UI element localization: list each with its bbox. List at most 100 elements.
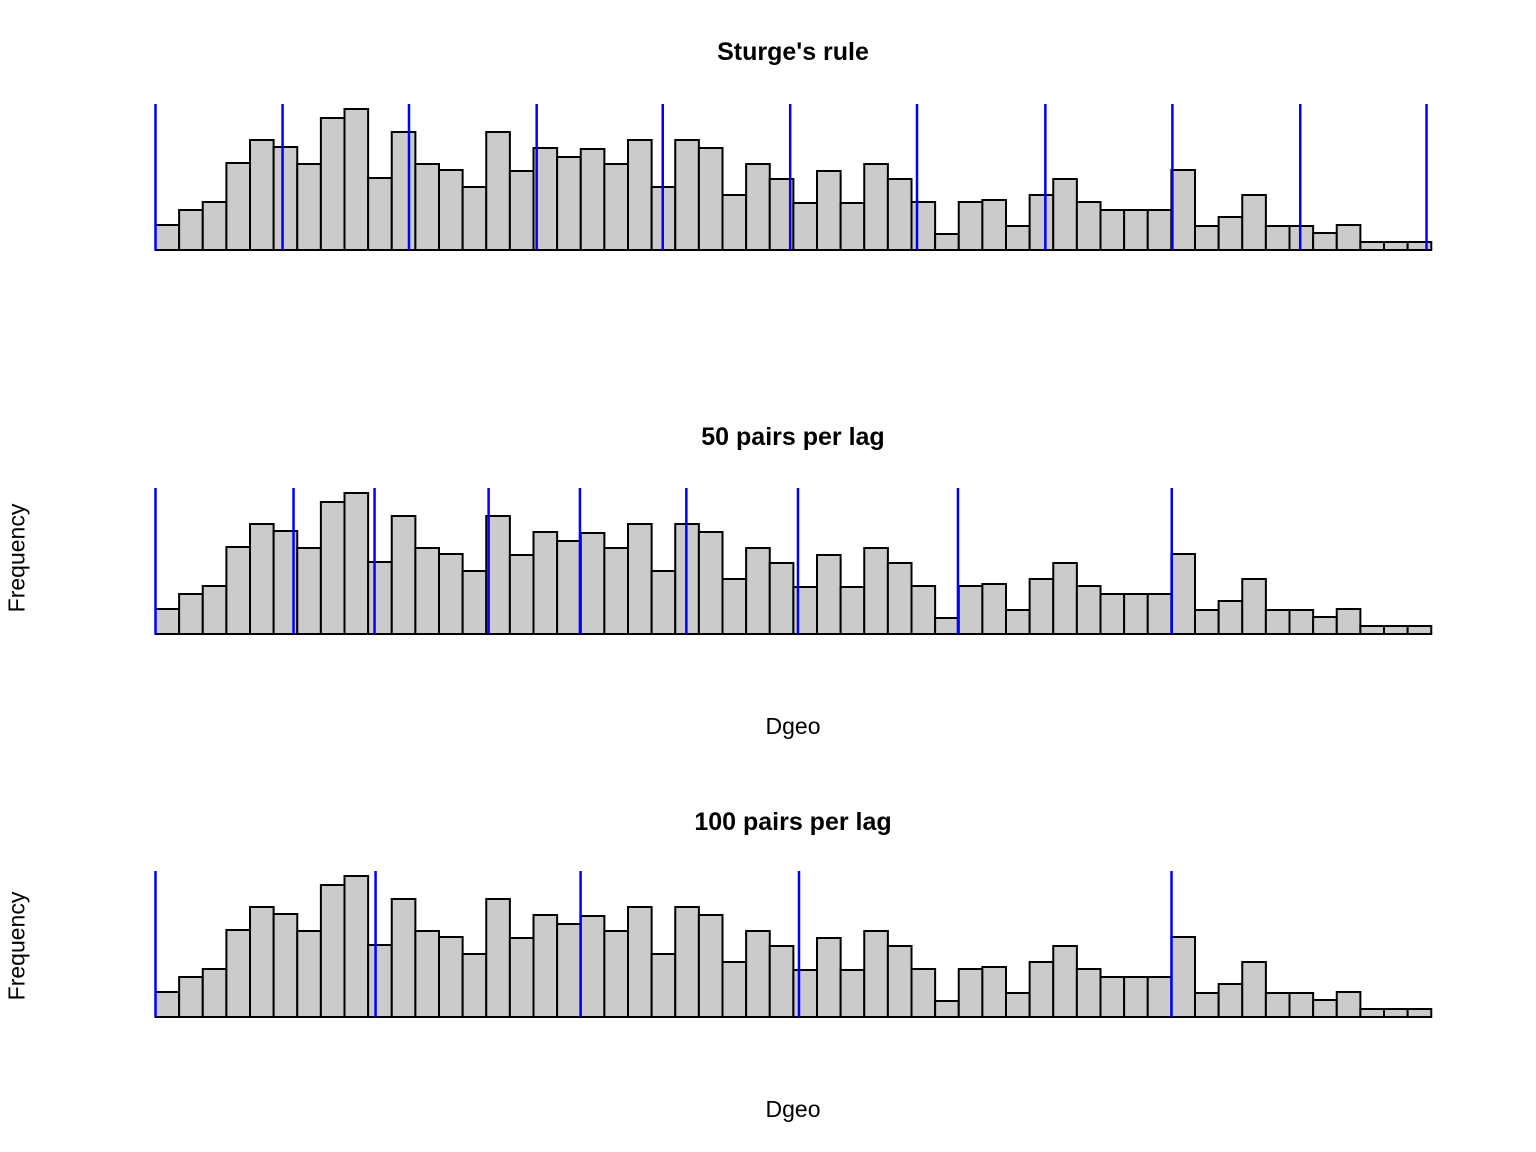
histogram-bar xyxy=(1052,945,1078,1018)
histogram-bar xyxy=(556,156,582,251)
histogram-bar xyxy=(532,914,559,1018)
histogram-bar xyxy=(1241,194,1267,251)
histogram-bar xyxy=(438,553,464,635)
histogram-bar xyxy=(910,968,937,1018)
histogram-bar xyxy=(1052,178,1078,251)
histogram-bar xyxy=(603,930,630,1018)
histogram-bar xyxy=(225,929,252,1018)
histogram-bar xyxy=(957,968,984,1018)
histogram-bar xyxy=(1028,578,1055,635)
histogram-bar xyxy=(1123,209,1149,251)
histogram-bar xyxy=(390,898,417,1018)
histogram-bar xyxy=(319,117,346,251)
histogram-bar xyxy=(910,585,937,635)
histogram-bar xyxy=(1264,225,1291,251)
histogram-bar xyxy=(1194,225,1220,251)
histogram-bar xyxy=(1217,983,1244,1018)
histogram-bar xyxy=(650,953,677,1018)
histogram-bar xyxy=(579,915,606,1018)
histogram-bar xyxy=(461,570,488,635)
histogram-bar xyxy=(154,991,181,1018)
histogram-bar xyxy=(1123,976,1149,1018)
histogram-bar xyxy=(272,913,299,1018)
histogram-bar xyxy=(1312,232,1338,251)
histogram-bar xyxy=(1170,169,1197,251)
histogram-bar xyxy=(603,163,630,251)
histogram-bar xyxy=(414,547,441,635)
histogram-bar xyxy=(367,944,393,1018)
histogram-bar xyxy=(1264,992,1291,1018)
histogram-bar xyxy=(1312,616,1338,635)
histogram-bar xyxy=(1217,216,1244,251)
histogram-bar xyxy=(745,163,771,251)
histogram-bar xyxy=(1383,1008,1409,1018)
histogram-bar xyxy=(1005,992,1031,1018)
histogram-bar xyxy=(178,593,204,635)
histogram-bar xyxy=(201,585,228,635)
histogram-bar xyxy=(343,875,370,1018)
histogram-bar xyxy=(934,617,960,635)
histogram-bar xyxy=(650,570,677,635)
histogram-bar xyxy=(816,554,842,635)
histogram-bar xyxy=(1217,600,1244,635)
histogram-bar xyxy=(1359,241,1386,251)
histogram-bar xyxy=(1028,194,1055,251)
histogram-bar xyxy=(816,170,842,251)
panel-1-title: Sturge's rule xyxy=(717,38,869,66)
histogram-bar xyxy=(697,531,724,635)
panel-3-y-axis-label: Frequency xyxy=(3,891,30,1001)
histogram-bar xyxy=(910,201,937,251)
histogram-bar xyxy=(674,139,700,251)
histogram-bar xyxy=(343,492,370,635)
histogram-bar xyxy=(201,968,228,1018)
histogram-bar xyxy=(1335,224,1362,251)
histogram-bar xyxy=(981,199,1008,251)
histogram-bar xyxy=(839,586,866,635)
histogram-bar xyxy=(863,547,889,635)
histogram-bar xyxy=(532,531,559,635)
histogram-bar xyxy=(768,945,795,1018)
histogram-bar xyxy=(225,162,252,251)
histogram-bar xyxy=(1406,241,1433,251)
histogram-bar xyxy=(1099,593,1126,635)
histogram-bar xyxy=(1288,992,1315,1018)
histogram-bar xyxy=(343,108,370,251)
histogram-bar xyxy=(1194,992,1220,1018)
histogram-bar xyxy=(296,547,322,635)
histogram-bar xyxy=(674,906,700,1018)
histogram-bar xyxy=(934,1000,960,1018)
histogram-bar xyxy=(1075,585,1102,635)
histogram-bar xyxy=(1099,209,1126,251)
histogram-bar xyxy=(1146,209,1173,251)
histogram-bar xyxy=(461,953,488,1018)
histogram-bar xyxy=(272,146,299,251)
histogram-bar xyxy=(721,961,748,1018)
histogram-bar xyxy=(485,898,511,1018)
histogram-bar xyxy=(154,224,181,251)
histogram-bar xyxy=(792,202,819,251)
histogram-bar xyxy=(461,186,488,251)
histogram-bar xyxy=(1383,241,1409,251)
histogram-bar xyxy=(1075,201,1102,251)
panel-2-title: 50 pairs per lag xyxy=(701,423,885,451)
histogram-bar xyxy=(1241,578,1267,635)
histogram-bar xyxy=(1075,968,1102,1018)
histogram-bar xyxy=(1406,1008,1433,1018)
histogram-bar xyxy=(556,923,582,1018)
histogram-bar xyxy=(981,583,1008,635)
histogram-bar xyxy=(863,163,889,251)
histogram-bar xyxy=(603,547,630,635)
histogram-bar xyxy=(934,233,960,251)
panel-3-title: 100 pairs per lag xyxy=(694,808,892,836)
histogram-bar xyxy=(1264,609,1291,635)
histogram-bar xyxy=(296,163,322,251)
histogram-bar xyxy=(178,976,204,1018)
histogram-bar xyxy=(414,930,441,1018)
histogram-bar xyxy=(745,930,771,1018)
histogram-bar xyxy=(863,930,889,1018)
histogram-bar xyxy=(225,546,252,635)
histogram-bar xyxy=(697,914,724,1018)
histogram-bar xyxy=(414,163,441,251)
histogram-bar xyxy=(1123,593,1149,635)
